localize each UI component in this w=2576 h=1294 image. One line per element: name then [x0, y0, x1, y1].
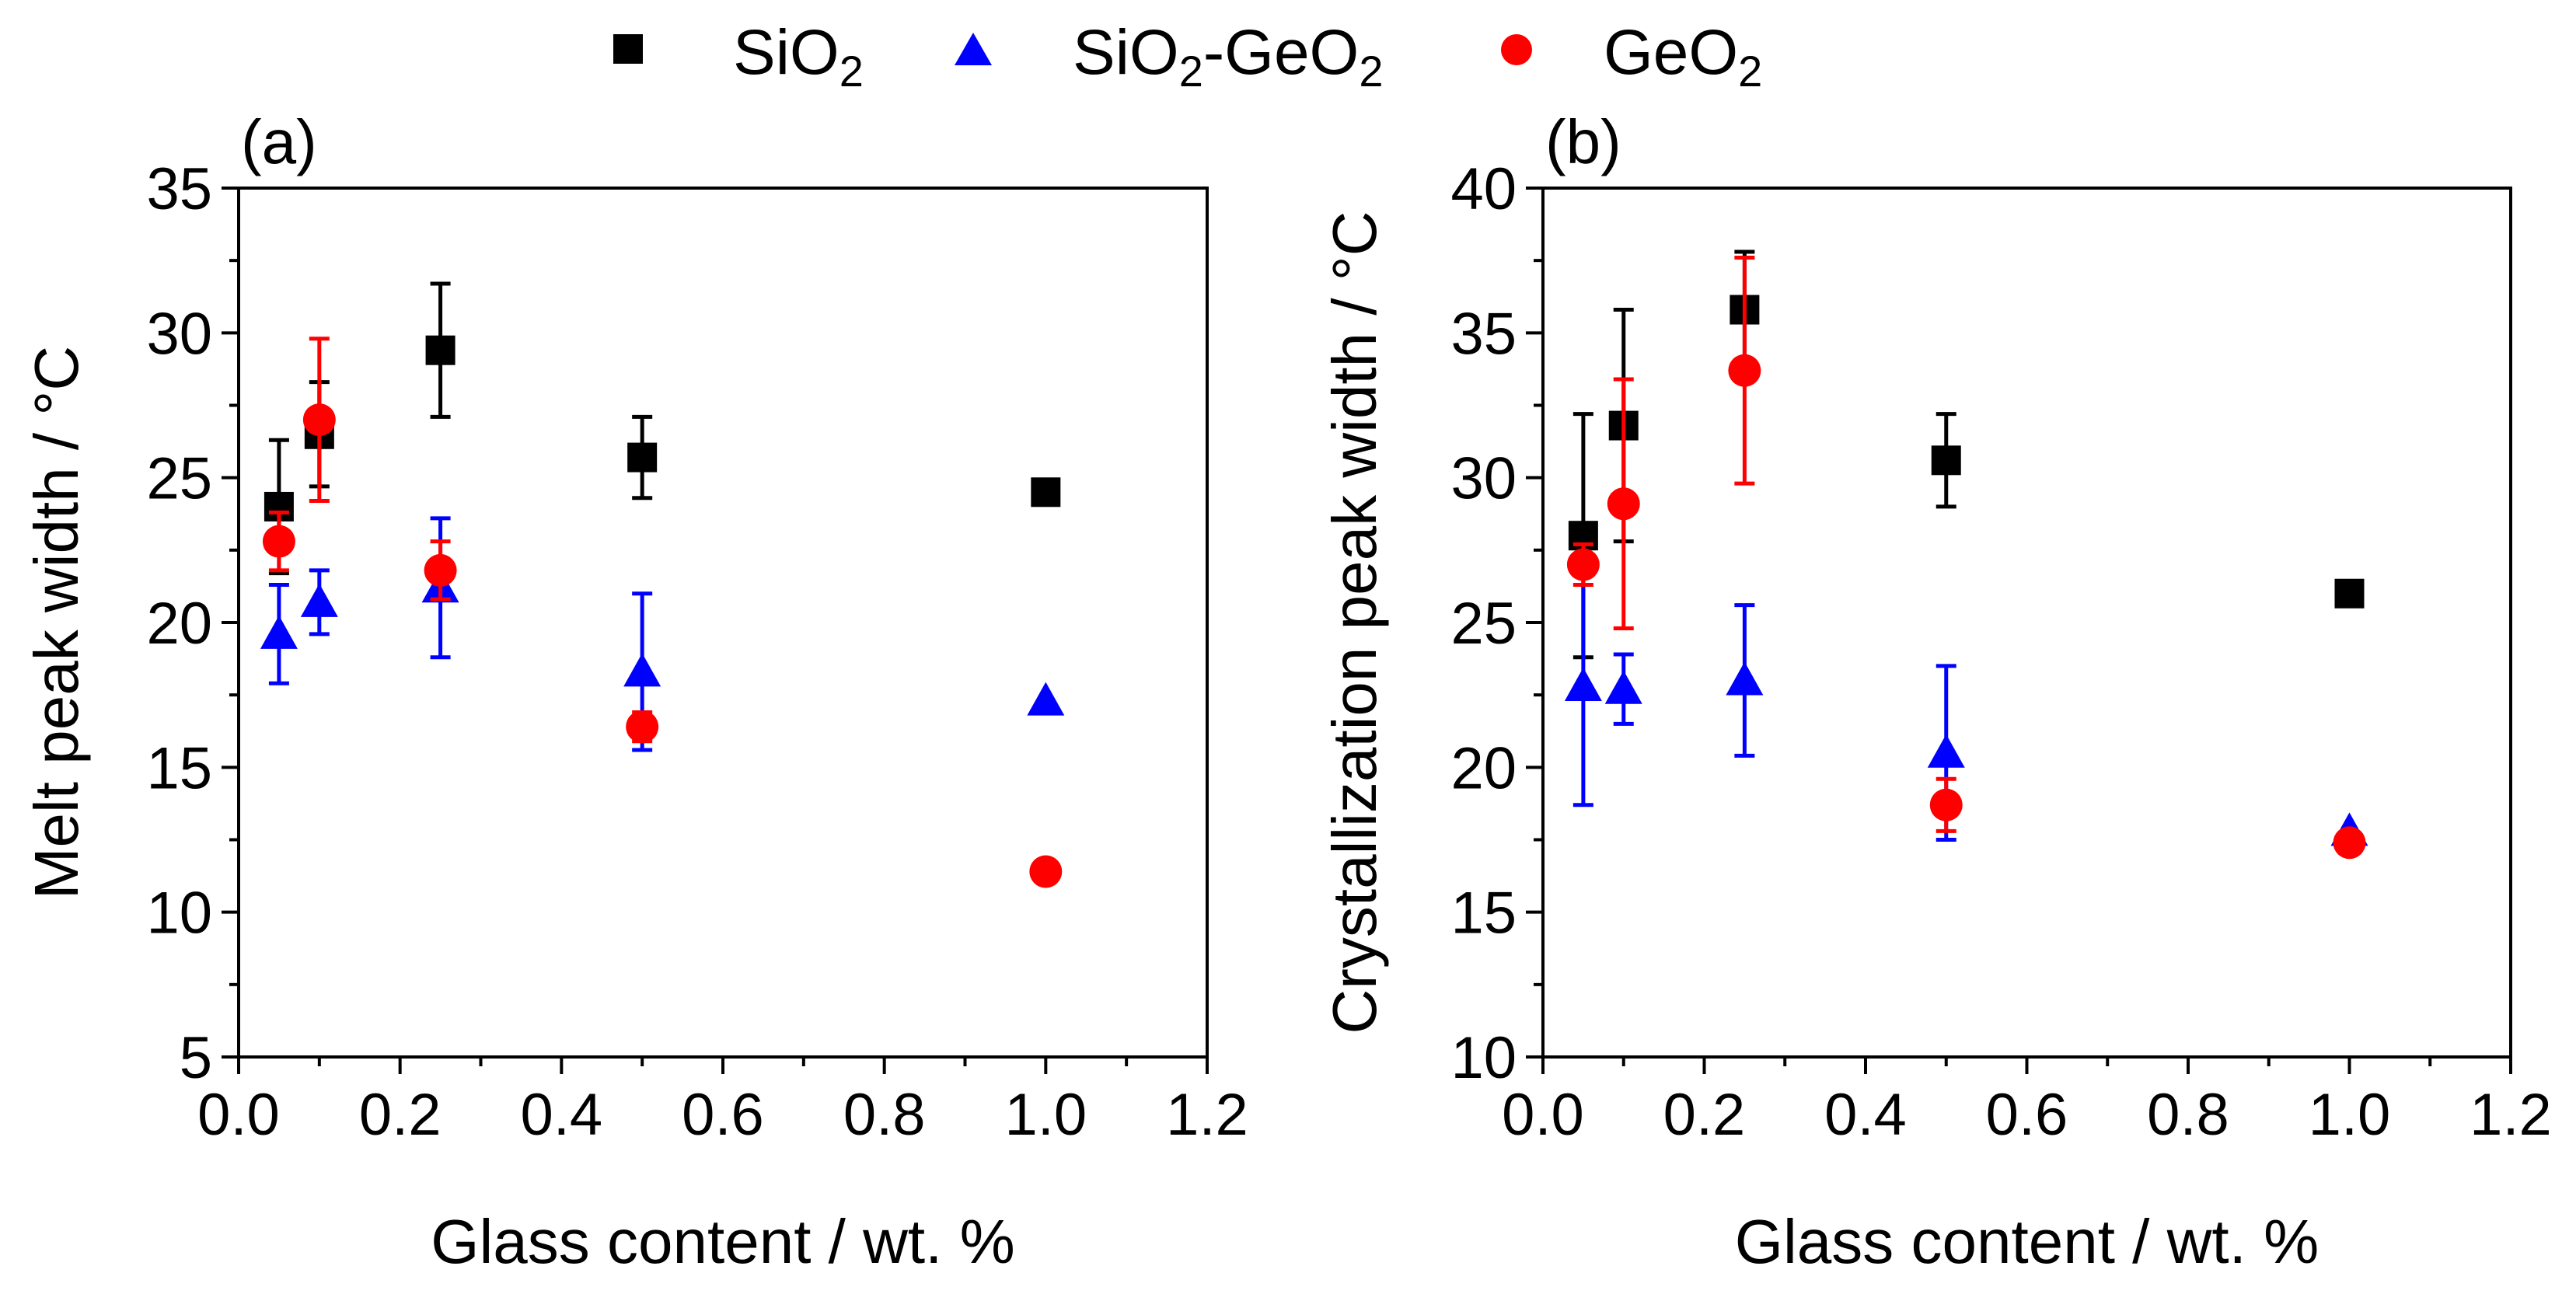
- data-point-square: [425, 335, 456, 365]
- y-axis-label: Crystallization peak width / °C: [1320, 211, 1389, 1034]
- x-axis-label: Glass content / wt. %: [1735, 1207, 2319, 1276]
- panel-a: 0.0 0.2 0.4 0.6 0.8 1.0 1.2 5 10 15 20 25 30 35 Glass …: [22, 107, 1248, 1276]
- y-tick-label: 10: [1450, 1025, 1517, 1091]
- legend-label-geo2: GeO2: [1604, 17, 1762, 96]
- data-point-circle: [2333, 826, 2366, 860]
- panel-label: (a): [241, 107, 317, 176]
- panel-label: (b): [1545, 107, 1621, 176]
- x-tick-label: 1.2: [2470, 1082, 2552, 1148]
- y-tick-label: 30: [146, 301, 212, 367]
- y-tick-label: 15: [1450, 881, 1517, 947]
- x-tick-label: 0.6: [682, 1082, 764, 1148]
- y-tick-label: 40: [1450, 156, 1517, 222]
- data-point-triangle: [300, 583, 338, 617]
- legend-entry-sio2-geo2: SiO2-GeO2: [955, 17, 1384, 96]
- data-point-square: [2334, 578, 2365, 609]
- x-tick-label: 0.0: [1502, 1082, 1584, 1148]
- legend-entry-sio2: SiO2: [613, 17, 864, 96]
- data-point-triangle: [1726, 661, 1764, 696]
- x-tick-label: 0.0: [197, 1082, 280, 1148]
- y-axis-label: Melt peak width / °C: [22, 346, 91, 899]
- data-point-triangle: [623, 653, 661, 687]
- data-point-circle: [626, 710, 659, 744]
- y-tick-label: 25: [146, 446, 212, 512]
- y-tick-label: 20: [1450, 735, 1517, 801]
- series-sio2: [1568, 249, 2365, 660]
- series-sio2: [264, 281, 1061, 576]
- x-tick-label: 0.2: [1663, 1082, 1746, 1148]
- data-point-circle: [1566, 548, 1600, 581]
- data-point-circle: [1728, 354, 1761, 387]
- legend-entry-geo2: GeO2: [1501, 17, 1762, 96]
- y-tick-label: 25: [1450, 591, 1517, 657]
- series-sio2-geo2: [260, 516, 1065, 752]
- y-tick-label: 5: [180, 1025, 212, 1091]
- data-point-square: [1931, 445, 1961, 476]
- x-tick-label: 1.0: [2309, 1082, 2391, 1148]
- legend-marker-triangle: [955, 33, 992, 65]
- series-geo2: [1566, 255, 2366, 860]
- x-tick-label: 0.8: [843, 1082, 926, 1148]
- x-tick-label: 0.6: [1986, 1082, 2068, 1148]
- series-geo2: [262, 337, 1063, 888]
- data-point-circle: [1029, 855, 1063, 888]
- data-point-square: [1031, 477, 1061, 507]
- legend-label-sio2: SiO2: [733, 17, 864, 96]
- data-point-circle: [1607, 487, 1640, 521]
- x-tick-label: 0.4: [521, 1082, 603, 1148]
- series-sio2-geo2: [1564, 565, 2368, 846]
- data-point-circle: [424, 553, 457, 587]
- legend: SiO2 SiO2-GeO2 GeO2: [613, 17, 1762, 96]
- y-tick-label: 20: [146, 591, 212, 657]
- y-tick-label: 10: [146, 881, 212, 947]
- legend-label-sio2-geo2: SiO2-GeO2: [1073, 17, 1384, 96]
- data-point-circle: [262, 525, 295, 558]
- panel-b: 0.0 0.2 0.4 0.6 0.8 1.0 1.2 10 15 20 25 30 35 40 Glass…: [1320, 107, 2552, 1276]
- plot-frame: [1541, 187, 2512, 1059]
- data-point-circle: [302, 403, 336, 437]
- data-point-triangle: [1564, 667, 1602, 701]
- data-point-triangle: [1027, 682, 1065, 716]
- x-tick-label: 1.0: [1005, 1082, 1087, 1148]
- y-tick-label: 30: [1450, 446, 1517, 512]
- x-tick-label: 0.8: [2147, 1082, 2229, 1148]
- x-tick-label: 0.2: [359, 1082, 442, 1148]
- y-tick-label: 35: [146, 156, 212, 222]
- data-point-circle: [1929, 788, 1963, 821]
- data-point-triangle: [1604, 670, 1642, 704]
- legend-marker-circle: [1501, 34, 1532, 65]
- x-tick-label: 0.4: [1824, 1082, 1907, 1148]
- data-point-triangle: [1927, 734, 1965, 768]
- plot-frame: [237, 187, 1209, 1059]
- data-point-triangle: [260, 615, 298, 649]
- x-axis-label: Glass content / wt. %: [431, 1207, 1014, 1276]
- y-tick-label: 35: [1450, 301, 1517, 367]
- legend-marker-square: [613, 34, 643, 64]
- y-tick-label: 15: [146, 735, 212, 801]
- data-point-square: [627, 442, 658, 473]
- x-tick-label: 1.2: [1166, 1082, 1248, 1148]
